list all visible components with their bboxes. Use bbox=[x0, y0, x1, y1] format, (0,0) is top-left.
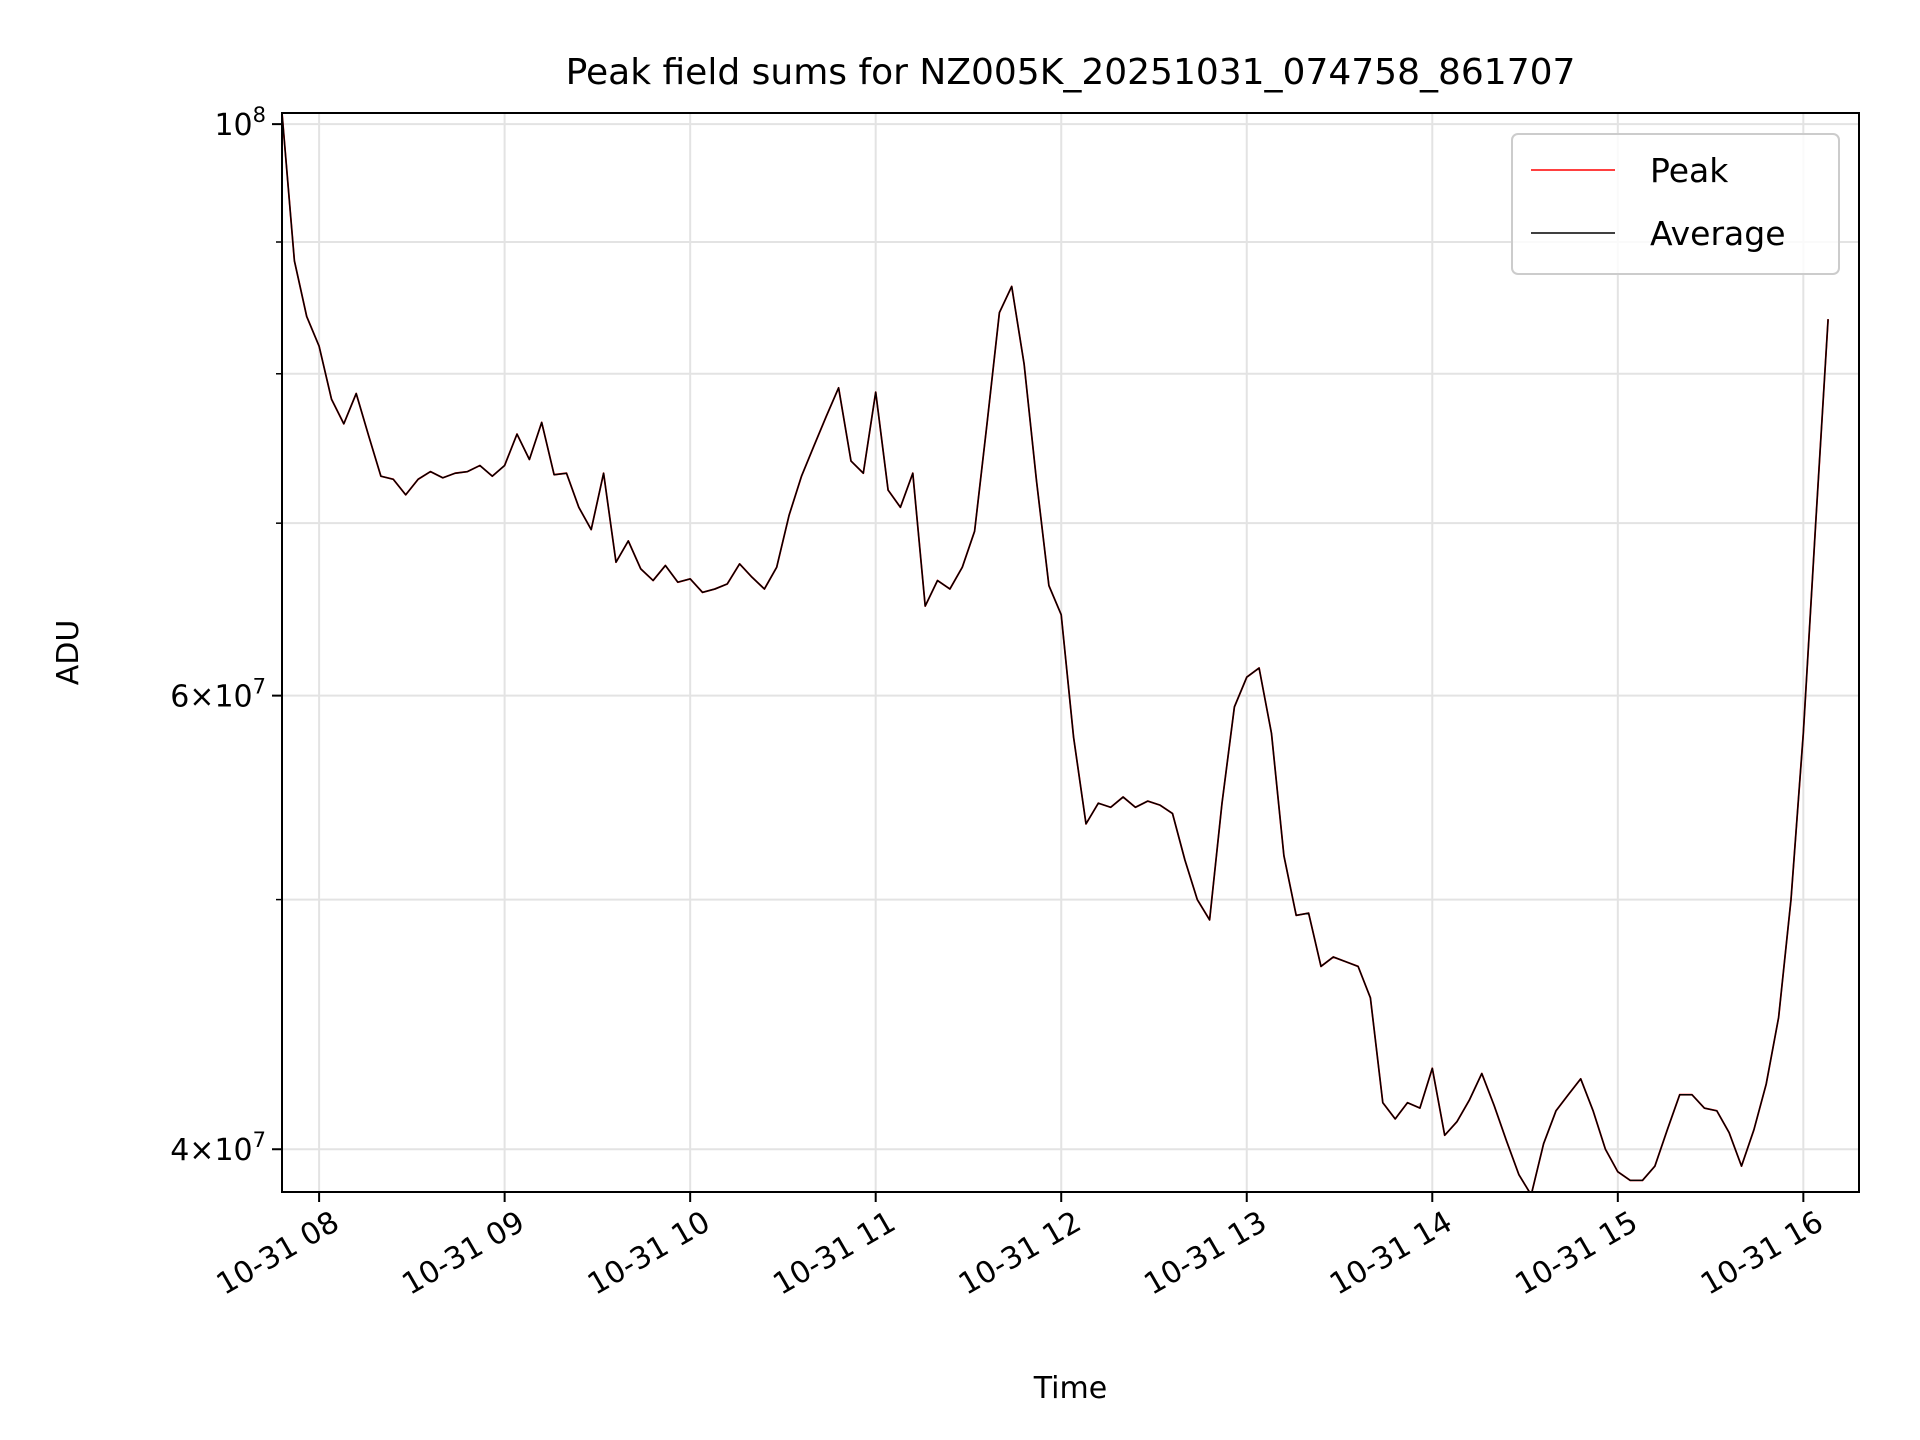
x-axis-label: Time bbox=[1033, 1371, 1107, 1406]
y-tick-label: 108 bbox=[214, 103, 266, 143]
series-line-average bbox=[282, 113, 1829, 1192]
legend-label-average: Average bbox=[1650, 214, 1786, 253]
y-tick-label: 6×107 bbox=[170, 675, 266, 715]
axes-frame bbox=[281, 112, 1860, 1193]
legend: Peak Average bbox=[1511, 133, 1840, 275]
y-axis: 108 6×107 4×107 bbox=[170, 103, 282, 1168]
plot-lines bbox=[282, 113, 1829, 1192]
chart-title: Peak field sums for NZ005K_20251031_0747… bbox=[566, 52, 1576, 93]
legend-box bbox=[1511, 133, 1840, 275]
y-tick-label: 4×107 bbox=[170, 1128, 266, 1168]
legend-label-peak: Peak bbox=[1650, 151, 1729, 190]
y-axis-label: ADU bbox=[51, 620, 86, 686]
grid bbox=[282, 113, 1859, 1192]
